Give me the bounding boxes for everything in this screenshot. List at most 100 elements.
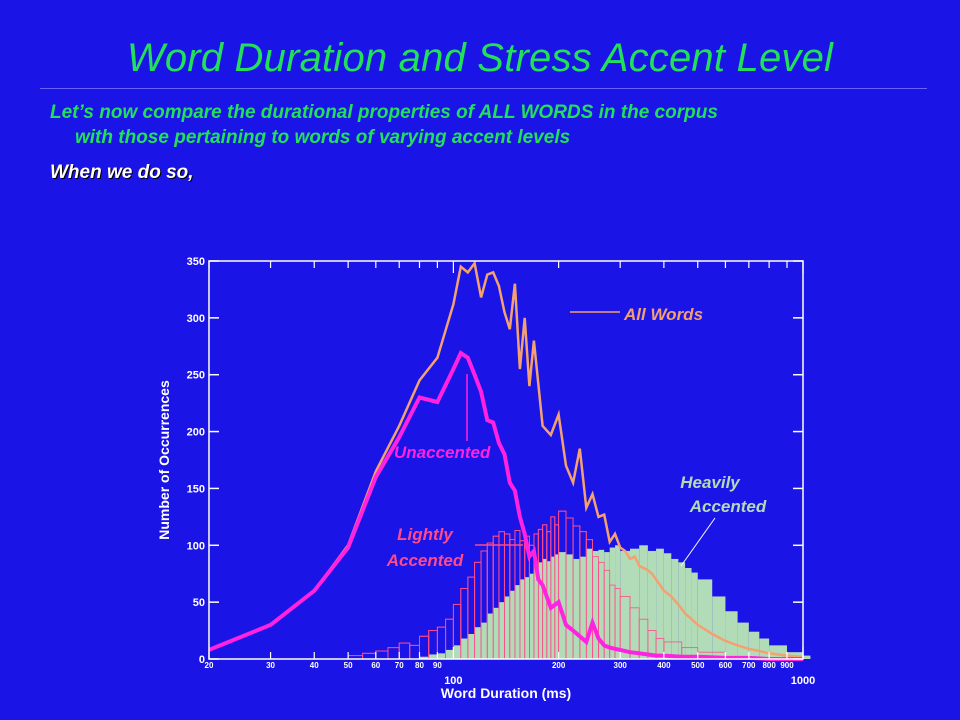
heavily-accented-bar (533, 568, 539, 659)
title-divider (40, 88, 927, 89)
y-tick-label: 50 (193, 597, 205, 609)
lightly-accented-bar (387, 647, 400, 660)
heavily-accented-bar (579, 556, 587, 659)
x-tick-label: 40 (310, 661, 319, 670)
lightly-accented-bar (418, 635, 430, 660)
heavily-accented-bar (759, 638, 770, 659)
heavily-accented-bar (474, 627, 482, 659)
lightly-accented-bar-outline (362, 652, 377, 660)
heavily-accented-bar (509, 590, 515, 659)
heavily-accented-bar (609, 547, 616, 659)
x-tick-label-major: 1000 (791, 675, 815, 687)
lightly-accented-bar (362, 652, 377, 660)
plot-frame (208, 260, 804, 660)
all-words-line (208, 260, 804, 658)
heavily-accented-bar (639, 545, 648, 659)
x-tick-label-major: 100 (444, 675, 462, 687)
y-tick-label: 300 (187, 313, 205, 325)
x-tick-label: 800 (762, 661, 776, 670)
heavily-accented-bar (620, 550, 630, 659)
heavily-accented-bar (573, 558, 580, 659)
x-tick-label: 200 (552, 661, 566, 670)
heavily-accented-bars (347, 510, 811, 660)
heavily-accented-bar (437, 653, 446, 659)
annotation-heavily-accented: Heavily Accented (680, 473, 767, 567)
lightly-accented-bar-outline (387, 647, 400, 660)
heavily-accented-bar (419, 656, 429, 659)
heavily-accented-bar (671, 558, 679, 659)
heavily-accented-bar (546, 561, 551, 659)
y-tick-label: 200 (187, 427, 205, 439)
lightly-accented-bar-outline (398, 642, 411, 660)
heavily-accented-bar (428, 654, 438, 659)
heavily-accented-bar (481, 622, 488, 659)
annotation-lightly-accented: Lightly Accented (386, 525, 523, 570)
heavily-accented-bar (538, 562, 543, 659)
heavily-accented-bar (615, 545, 621, 659)
x-tick-label: 30 (266, 661, 275, 670)
bullet-when: When we do so, (50, 162, 194, 183)
x-tick-label: 700 (742, 661, 756, 670)
heavily-accented-bar (566, 554, 574, 659)
heavily-accented-bar (629, 548, 640, 659)
heavily-accented-bar (586, 548, 593, 659)
lightly-accented-bar-outline (419, 635, 430, 660)
bullet-compare-line2: with those pertaining to words of varyin… (75, 127, 571, 148)
y-tick-label: 250 (187, 370, 205, 382)
x-tick-label: 500 (691, 661, 705, 670)
heavily-accented-bar (445, 649, 454, 659)
y-axis-label: Number of Occurrences (156, 380, 172, 540)
heavily-accented-bar (519, 579, 525, 659)
heavily-accented-bar (592, 550, 599, 659)
heavily-accented-bar (460, 638, 468, 659)
heavily-accented-bar (487, 613, 494, 659)
heavily-accented-bar (769, 645, 788, 659)
x-tick-label: 70 (395, 661, 404, 670)
heavily-accented-bar (803, 655, 811, 659)
lightly-accented-bar (398, 642, 411, 660)
lightly-accented-bar-outline (409, 644, 420, 660)
heavily-accented-bar (524, 577, 530, 659)
heavily-accented-bar (558, 552, 567, 659)
x-axis-label: Word Duration (ms) (441, 685, 571, 701)
heavily-accented-bar (529, 573, 534, 659)
bullet-compare: Let’s now compare the durational propert… (50, 100, 930, 150)
heavily-accented-bar (663, 553, 672, 659)
y-axis-ticks: 0 50 100 150 200 250 300 350 (187, 256, 803, 666)
annotation-all-words: All Words (570, 305, 703, 324)
heavily-accented-bar (542, 558, 547, 659)
x-tick-label: 600 (719, 661, 733, 670)
x-tick-label: 60 (371, 661, 380, 670)
x-tick-label: 20 (205, 661, 214, 670)
heavily-accented-bar (598, 549, 605, 659)
heavily-accented-bar (453, 645, 461, 659)
x-tick-label: 50 (344, 661, 353, 670)
heavily-accented-bar (504, 596, 510, 659)
x-axis-ticks: 20 30 40 50 60 70 80 90 200 300 400 500 600 700 800 900… (205, 261, 815, 687)
heavily-accented-bar (697, 579, 713, 659)
heavily-accented-bar (498, 602, 505, 659)
slide-title: Word Duration and Stress Accent Level (126, 36, 834, 80)
annotation-lightly-label-1: Lightly (397, 525, 454, 544)
x-tick-label: 80 (415, 661, 424, 670)
heavily-accented-bar (656, 548, 664, 659)
heavily-accented-bar (604, 552, 610, 659)
unaccented-line (208, 350, 803, 661)
lightly-accented-bar (375, 650, 389, 660)
annotation-all-words-label: All Words (623, 305, 703, 324)
heavily-accented-bar (725, 611, 738, 659)
x-tick-label: 90 (433, 661, 442, 670)
annotation-heavily-label-1: Heavily (680, 473, 741, 492)
lightly-accented-bar-outline (375, 650, 389, 660)
y-tick-label: 150 (187, 483, 205, 495)
heavily-accented-bar (685, 568, 692, 659)
annotation-heavily-label-2: Accented (689, 497, 767, 516)
y-tick-label: 350 (187, 256, 205, 268)
heavily-accented-bar (467, 633, 475, 659)
annotation-unaccented: Unaccented (394, 374, 491, 462)
y-tick-label: 100 (187, 540, 205, 552)
lightly-accented-bar (409, 644, 420, 660)
heavily-accented-bar (554, 554, 559, 659)
heavily-accented-bar (712, 596, 726, 659)
